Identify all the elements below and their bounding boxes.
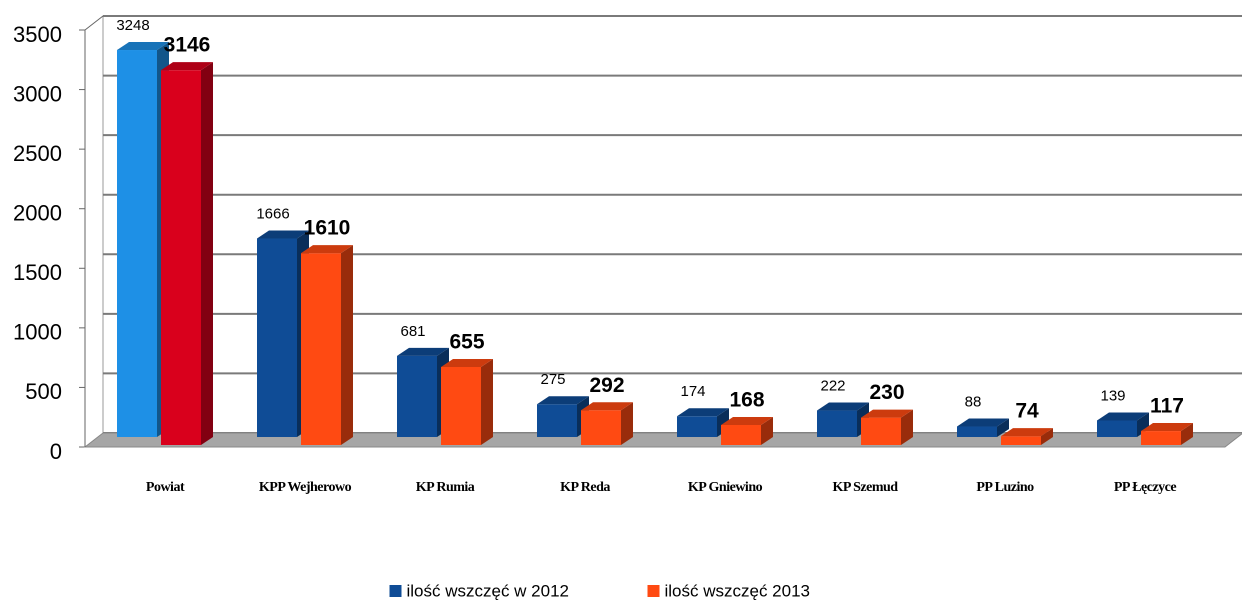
bar xyxy=(957,418,1009,437)
data-label: 3248 xyxy=(116,17,149,34)
bar xyxy=(1001,428,1053,445)
bar-front xyxy=(441,366,481,445)
bar xyxy=(581,402,633,445)
data-label: 174 xyxy=(680,383,705,400)
bar xyxy=(161,62,213,445)
y-tick-label: 500 xyxy=(25,379,62,404)
data-label: 168 xyxy=(729,389,764,412)
bar-top xyxy=(957,418,1009,427)
x-tick-label: KPP Wejherowo xyxy=(259,480,352,495)
y-tick-label: 3500 xyxy=(13,22,62,47)
legend: ilość wszczęć w 2012 ilość wszczęć 2013 xyxy=(389,581,811,600)
bar-top xyxy=(581,402,633,411)
bar xyxy=(1141,423,1193,445)
y-tick-label: 2000 xyxy=(13,201,62,226)
bar xyxy=(537,396,589,437)
data-label: 1610 xyxy=(304,217,351,240)
x-tick-label: KP Gniewino xyxy=(688,480,763,495)
x-tick-label: PP Łęczyce xyxy=(1114,480,1177,495)
bar-top xyxy=(1001,428,1053,437)
x-tick-label: KP Reda xyxy=(560,480,610,495)
bar-front xyxy=(537,404,577,437)
legend-label: ilość wszczęć 2013 xyxy=(665,581,811,600)
bar-front xyxy=(1001,436,1041,445)
bar-top xyxy=(301,245,353,254)
bar-side xyxy=(1041,428,1053,445)
x-tick-label: Powiat xyxy=(146,480,185,495)
y-axis-depth xyxy=(84,15,104,31)
bar-front xyxy=(257,238,297,437)
data-label: 681 xyxy=(400,323,425,340)
bar xyxy=(1097,412,1149,437)
bar-side xyxy=(201,62,213,445)
bar xyxy=(721,416,773,445)
legend-swatch xyxy=(647,585,660,597)
bar-side xyxy=(481,358,493,445)
y-tick-label: 0 xyxy=(50,439,62,464)
bar xyxy=(441,358,493,445)
bar-top xyxy=(537,396,589,405)
bar-front xyxy=(1097,420,1137,437)
bar-front xyxy=(957,426,997,437)
bar-top xyxy=(397,347,449,356)
bar-top xyxy=(257,230,309,239)
bar-front xyxy=(677,416,717,437)
data-label: 74 xyxy=(1015,400,1039,423)
floor xyxy=(83,432,1242,448)
data-label: 275 xyxy=(540,371,565,388)
bar-top xyxy=(117,42,169,51)
data-label: 292 xyxy=(589,374,624,397)
bar-front xyxy=(581,410,621,445)
data-label: 1666 xyxy=(256,205,289,222)
bar-top xyxy=(861,409,913,418)
bar-side xyxy=(761,416,773,445)
data-label: 655 xyxy=(449,331,484,354)
bar-top xyxy=(441,358,493,367)
data-label: 222 xyxy=(820,378,845,395)
y-tick-label: 1500 xyxy=(13,260,62,285)
y-tick-label: 2500 xyxy=(13,141,62,166)
bar-front xyxy=(301,253,341,445)
data-label: 139 xyxy=(1100,387,1125,404)
bar-top xyxy=(677,408,729,417)
bar-side xyxy=(341,245,353,445)
bar xyxy=(677,408,729,437)
bar-front xyxy=(817,410,857,437)
x-tick-label: PP Luzino xyxy=(976,480,1034,495)
bar-front xyxy=(397,355,437,437)
bar-front xyxy=(721,424,761,445)
bar-front xyxy=(117,50,157,438)
data-label: 117 xyxy=(1150,395,1184,418)
y-tick-label: 1000 xyxy=(13,320,62,345)
legend-swatch xyxy=(389,585,402,597)
bar-top xyxy=(817,402,869,411)
bar-top xyxy=(1141,423,1193,432)
bar-side xyxy=(997,418,1009,437)
y-tick-label: 3000 xyxy=(13,81,62,106)
bar-top xyxy=(1097,412,1149,421)
bar-side xyxy=(901,409,913,445)
legend-label: ilość wszczęć w 2012 xyxy=(407,581,570,600)
bar-front xyxy=(161,70,201,445)
bar-front xyxy=(1141,431,1181,445)
bar-side xyxy=(621,402,633,445)
x-tick-label: KP Rumia xyxy=(416,480,475,495)
bar xyxy=(301,245,353,445)
bar-top xyxy=(161,62,213,71)
x-tick-label: KP Szemud xyxy=(832,480,898,495)
data-label: 230 xyxy=(869,381,904,404)
bar-front xyxy=(861,417,901,445)
bar-side xyxy=(1181,423,1193,445)
bar-top xyxy=(721,416,773,425)
data-label: 88 xyxy=(965,393,982,410)
data-label: 3146 xyxy=(164,34,211,57)
bar xyxy=(861,409,913,445)
